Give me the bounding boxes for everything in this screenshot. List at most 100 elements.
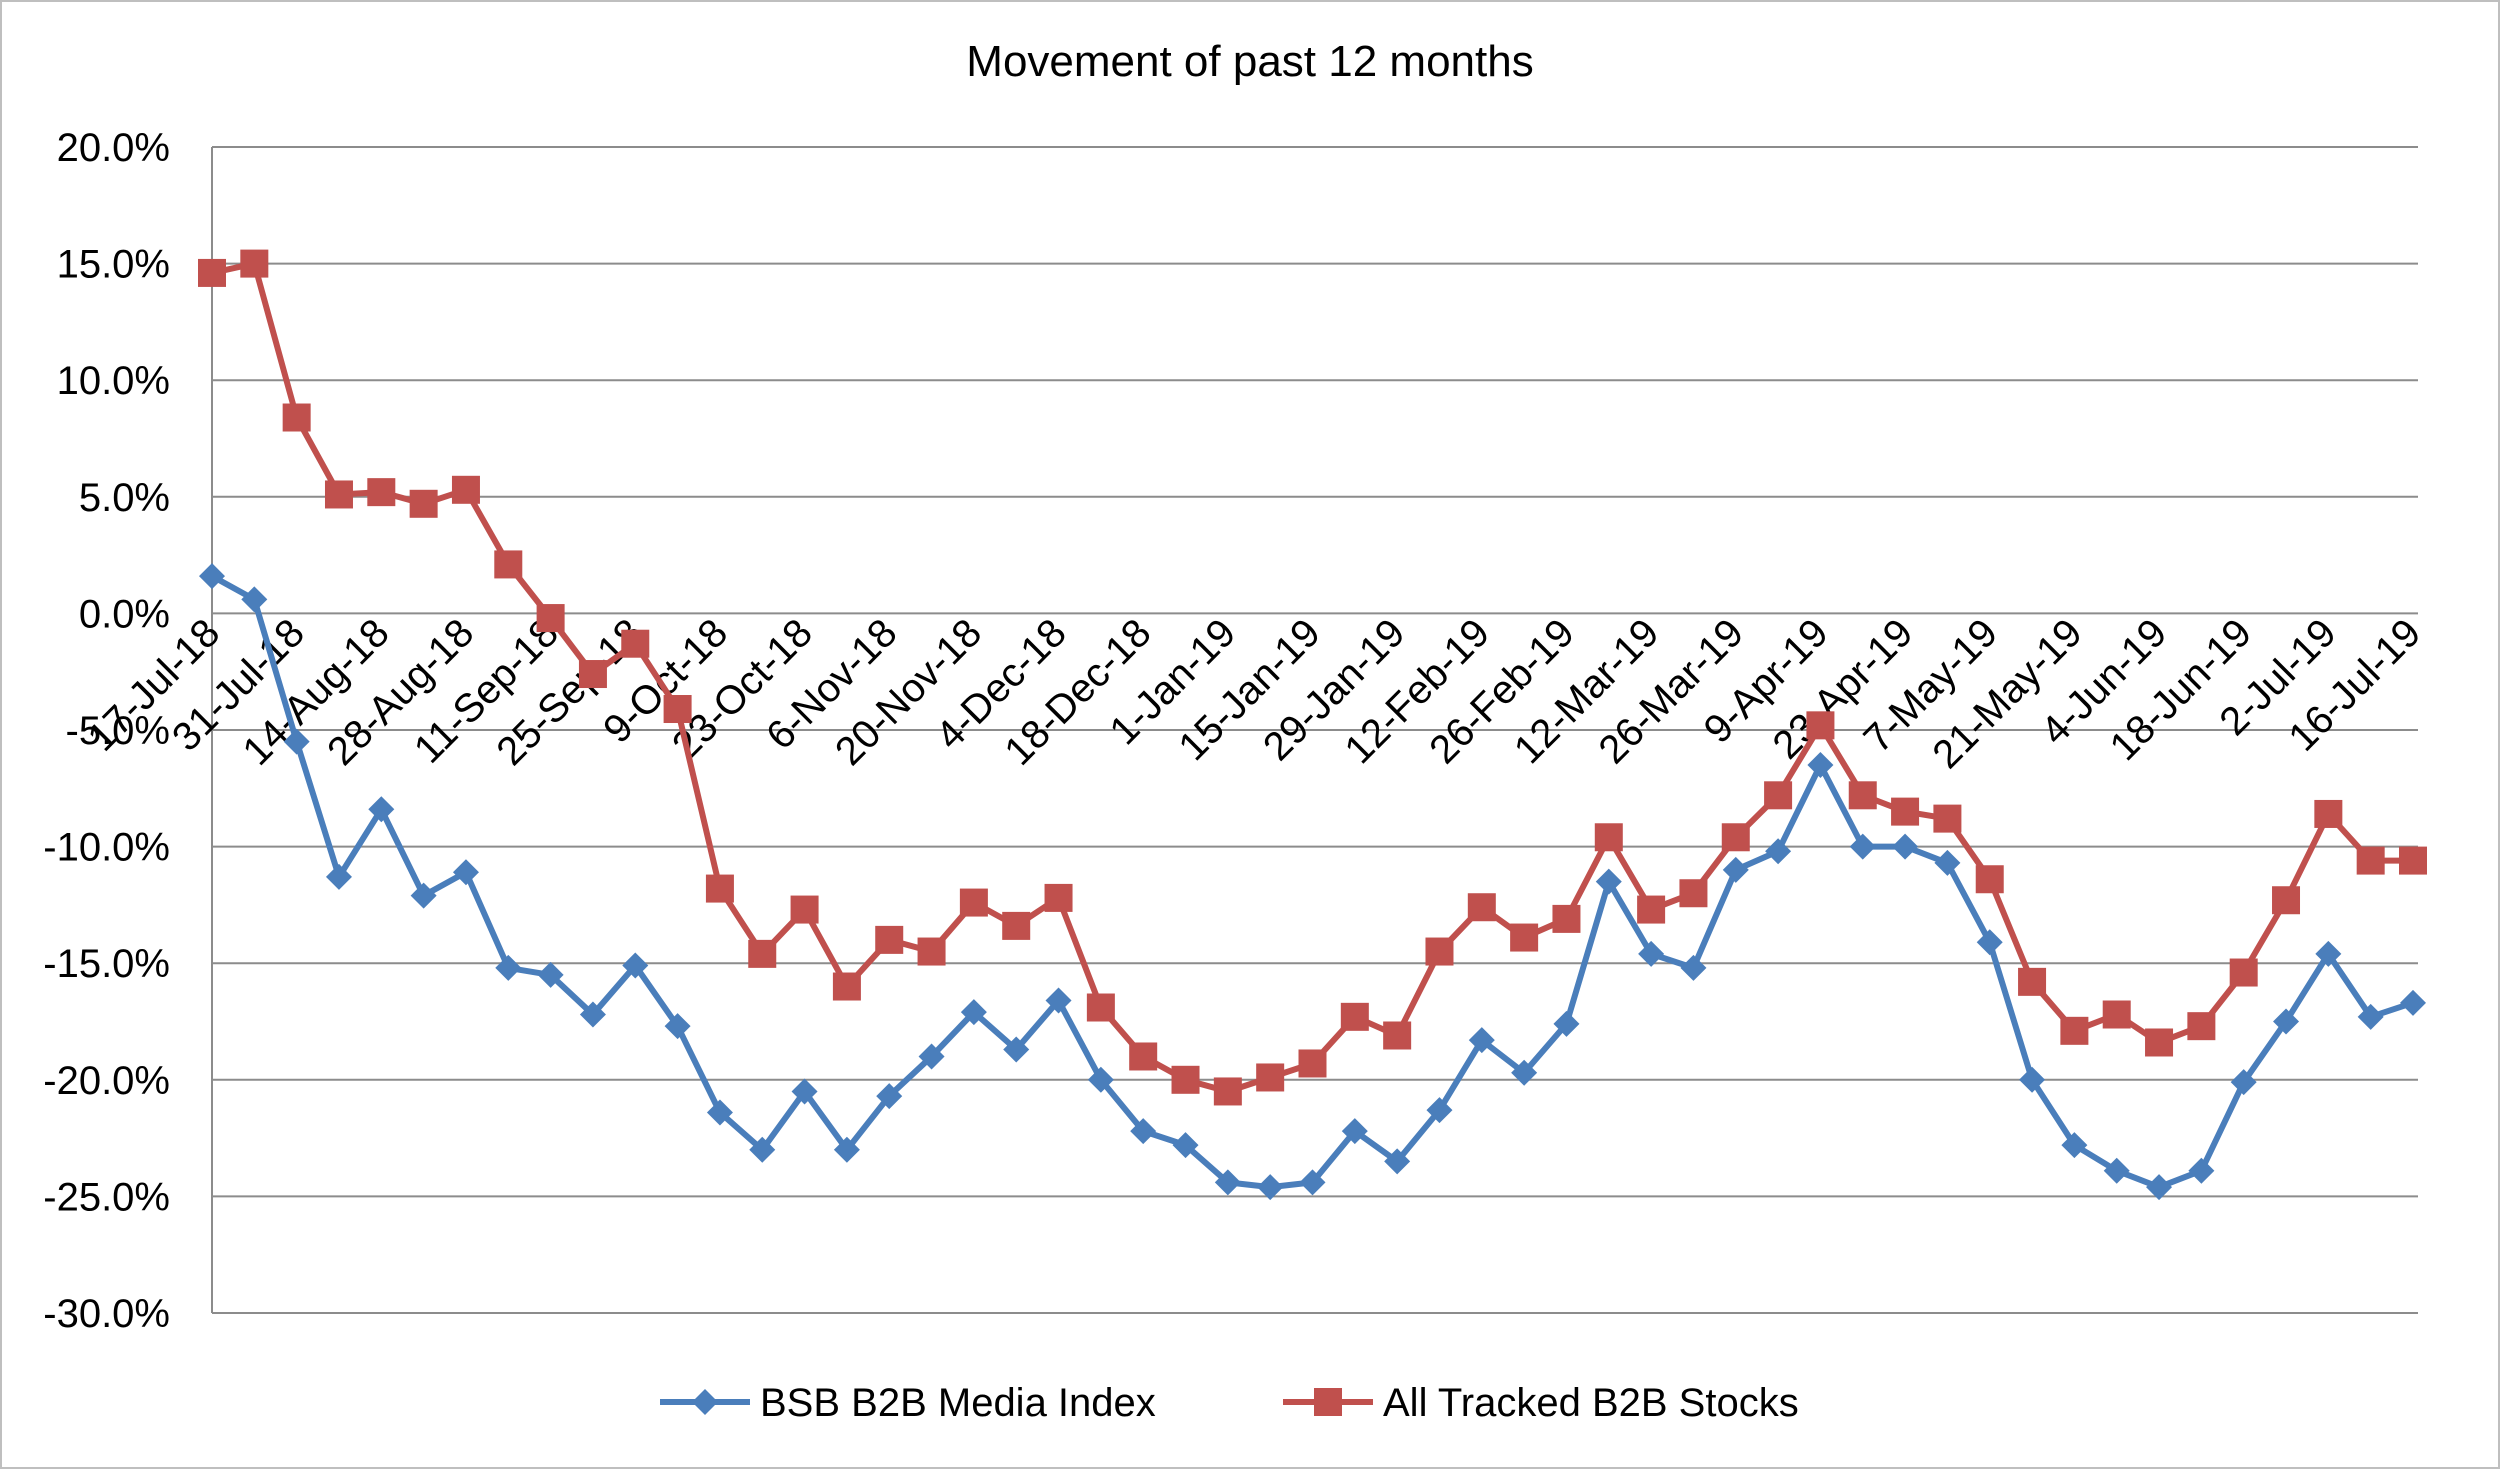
data-point (451, 475, 480, 504)
data-point (748, 939, 777, 968)
data-point (1595, 868, 1622, 895)
data-point (368, 796, 395, 823)
data-point (1807, 751, 1834, 778)
data-point (367, 478, 396, 507)
y-tick-label: -25.0% (43, 1175, 170, 1219)
y-tick-label: 10.0% (57, 359, 170, 403)
data-point (1172, 1132, 1199, 1159)
data-point (790, 895, 819, 924)
data-point (663, 695, 692, 724)
data-point (2356, 846, 2385, 875)
data-point (2230, 1069, 2257, 1096)
data-point (1934, 849, 1961, 876)
data-point (2060, 1016, 2089, 1045)
data-point (1341, 1118, 1368, 1145)
data-point (2146, 1174, 2173, 1201)
data-point (705, 874, 734, 903)
data-point (578, 660, 607, 689)
legend-swatch-marker (1314, 1388, 1342, 1416)
data-point (1383, 1021, 1412, 1050)
data-point (1638, 940, 1665, 967)
data-point (2357, 1003, 2384, 1030)
data-point (1806, 711, 1835, 740)
y-tick-label: -10.0% (43, 826, 170, 870)
data-point (1722, 856, 1749, 883)
data-point (410, 882, 437, 909)
data-point (1130, 1118, 1157, 1145)
data-point (1425, 937, 1454, 966)
data-point (2229, 958, 2258, 987)
data-point (1340, 1002, 1369, 1031)
data-point (1299, 1169, 1326, 1196)
data-point (409, 489, 438, 518)
data-point (2102, 1000, 2131, 1029)
data-point (579, 1001, 606, 1028)
data-point (1214, 1169, 1241, 1196)
data-point (2018, 967, 2047, 996)
legend-label: BSB B2B Media Index (760, 1381, 1156, 1425)
data-point (2272, 886, 2301, 915)
data-point (536, 604, 565, 633)
y-tick-label: -15.0% (43, 942, 170, 986)
data-point (1679, 879, 1708, 908)
data-point (1298, 1049, 1327, 1078)
data-point (706, 1099, 733, 1126)
y-tick-label: 0.0% (79, 592, 170, 636)
data-point (1764, 781, 1793, 810)
data-point (1086, 993, 1115, 1022)
data-point (199, 563, 225, 590)
data-point (1891, 797, 1920, 826)
data-point (1637, 895, 1666, 924)
data-point (1467, 893, 1496, 922)
data-point (917, 937, 946, 966)
data-point (1594, 823, 1623, 852)
data-point (959, 888, 988, 917)
data-point (1510, 923, 1539, 952)
series-all-tracked (198, 249, 2427, 1106)
data-point (324, 480, 353, 509)
data-point (832, 972, 861, 1001)
data-point (833, 1136, 860, 1163)
data-point (1256, 1063, 1285, 1092)
data-point (198, 258, 226, 287)
data-point (1933, 804, 1962, 833)
data-point (283, 728, 310, 755)
data-point (1765, 838, 1792, 865)
data-point (2103, 1157, 2130, 1184)
y-tick-label: 5.0% (79, 476, 170, 520)
data-point (1721, 823, 1750, 852)
data-point (1426, 1097, 1453, 1124)
data-point (1045, 987, 1072, 1014)
data-point (2314, 799, 2343, 828)
legend-item-bsb-index: BSB B2B Media Index (660, 1381, 1156, 1425)
data-point (1003, 1036, 1030, 1063)
y-axis-ticks: 20.0% 15.0% 10.0% 5.0% 0.0% -5.0% -10.0% -15.0%… (43, 126, 170, 1336)
data-point (2061, 1132, 2088, 1159)
data-point (1553, 1010, 1580, 1037)
data-point (918, 1043, 945, 1070)
data-point (875, 925, 904, 954)
data-point (1511, 1059, 1538, 1086)
data-point (1044, 883, 1073, 912)
data-point (2188, 1157, 2215, 1184)
data-point (241, 586, 268, 613)
data-point (1002, 911, 1031, 940)
data-point (749, 1136, 776, 1163)
data-point (1257, 1174, 1284, 1201)
y-tick-label: 20.0% (57, 126, 170, 170)
data-point (495, 954, 522, 981)
legend-swatch-marker (692, 1389, 718, 1415)
series-bsb-index (199, 563, 2426, 1201)
data-point (2145, 1028, 2174, 1057)
series-lines (198, 249, 2427, 1201)
gridlines (211, 146, 2418, 1314)
data-point (2019, 1066, 2046, 1093)
data-point (1552, 904, 1581, 933)
y-tick-label: -20.0% (43, 1059, 170, 1103)
y-tick-label: -5.0% (66, 709, 171, 753)
series-line (210, 573, 2414, 1191)
y-tick-label: 15.0% (57, 243, 170, 287)
data-point (2315, 940, 2342, 967)
